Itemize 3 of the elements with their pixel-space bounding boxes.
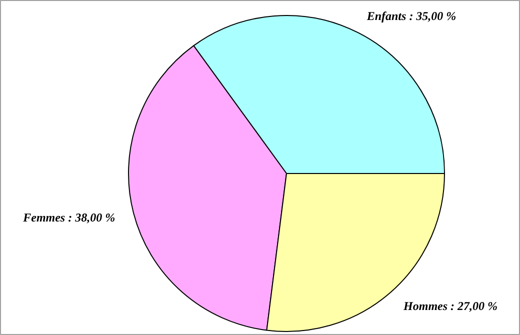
slice-label: Enfants : 35,00 % <box>366 8 456 23</box>
slice-label: Femmes : 38,00 % <box>22 210 116 225</box>
slice-label: Hommes : 27,00 % <box>402 299 498 314</box>
